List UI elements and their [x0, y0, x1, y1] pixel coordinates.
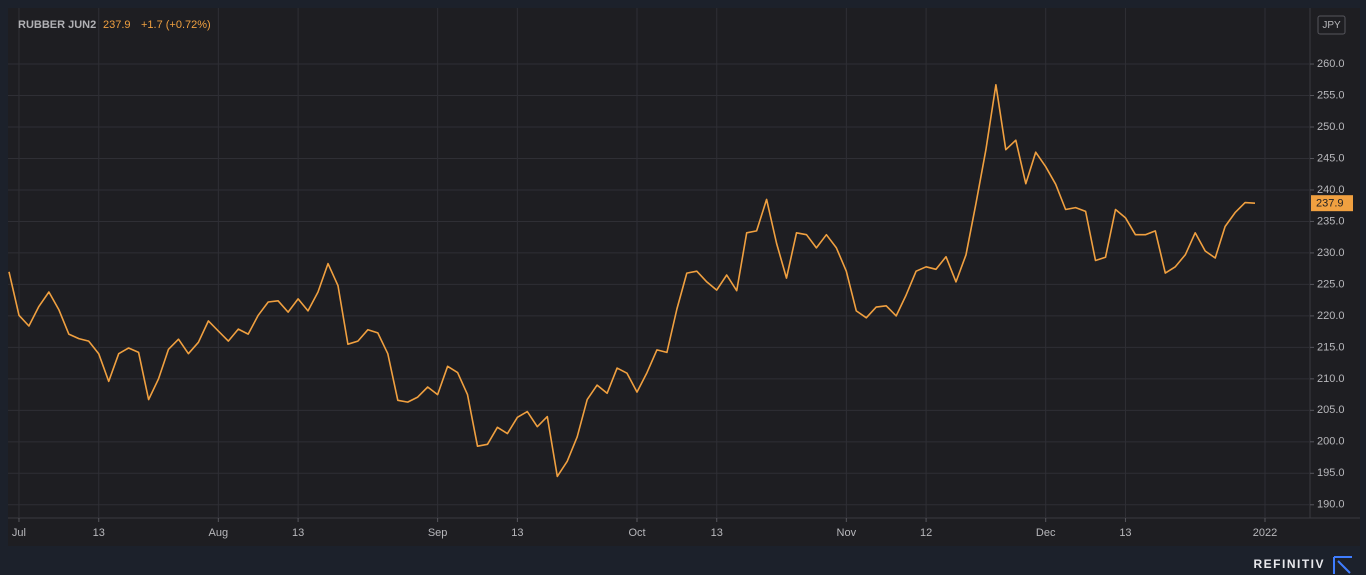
x-tick-label: 13	[1119, 527, 1131, 539]
x-tick-label: Sep	[428, 527, 448, 539]
y-tick-label: 210.0	[1317, 373, 1345, 385]
x-tick-label: Jul	[12, 527, 26, 539]
chart-panel	[8, 8, 1360, 546]
y-tick-label: 200.0	[1317, 436, 1345, 448]
logo	[1333, 556, 1352, 574]
x-tick-label: 13	[711, 527, 723, 539]
y-tick-label: 240.0	[1317, 184, 1345, 196]
last-price-box	[1311, 195, 1353, 212]
y-tick-label: 190.0	[1317, 499, 1345, 511]
y-tick-label: 230.0	[1317, 247, 1345, 259]
x-tick-label: 2022	[1253, 527, 1277, 539]
x-tick-label: Nov	[837, 527, 857, 539]
y-tick-label: 260.0	[1317, 58, 1345, 70]
y-tick-label: 215.0	[1317, 341, 1345, 353]
y-tick-label: 245.0	[1317, 152, 1345, 164]
y-tick-label: 235.0	[1317, 215, 1345, 227]
symbol-title: RUBBER JUN2	[18, 19, 96, 31]
currency-box	[1317, 15, 1346, 35]
watermark: REFINITIV	[1253, 557, 1325, 571]
x-tick-label: 13	[511, 527, 523, 539]
y-tick-label: 195.0	[1317, 467, 1345, 479]
header-change: +1.7 (+0.72%)	[141, 19, 211, 31]
y-tick-label: 205.0	[1317, 404, 1345, 416]
x-tick-label: 12	[920, 527, 932, 539]
price-line	[8, 84, 1256, 478]
x-tick-label: 13	[93, 527, 105, 539]
x-tick-label: Oct	[628, 527, 645, 539]
y-tick-label: 225.0	[1317, 278, 1345, 290]
currency: JPY	[1322, 20, 1341, 31]
x-tick-label: 13	[292, 527, 304, 539]
header-price: 237.9	[103, 19, 131, 31]
x-tick-label: Aug	[209, 527, 229, 539]
y-tick-label: 250.0	[1317, 121, 1345, 133]
last-price-label: 237.9	[1316, 198, 1344, 210]
x-tick-label: Dec	[1036, 527, 1056, 539]
y-tick-label: 255.0	[1317, 89, 1345, 101]
y-tick-label: 220.0	[1317, 310, 1345, 322]
